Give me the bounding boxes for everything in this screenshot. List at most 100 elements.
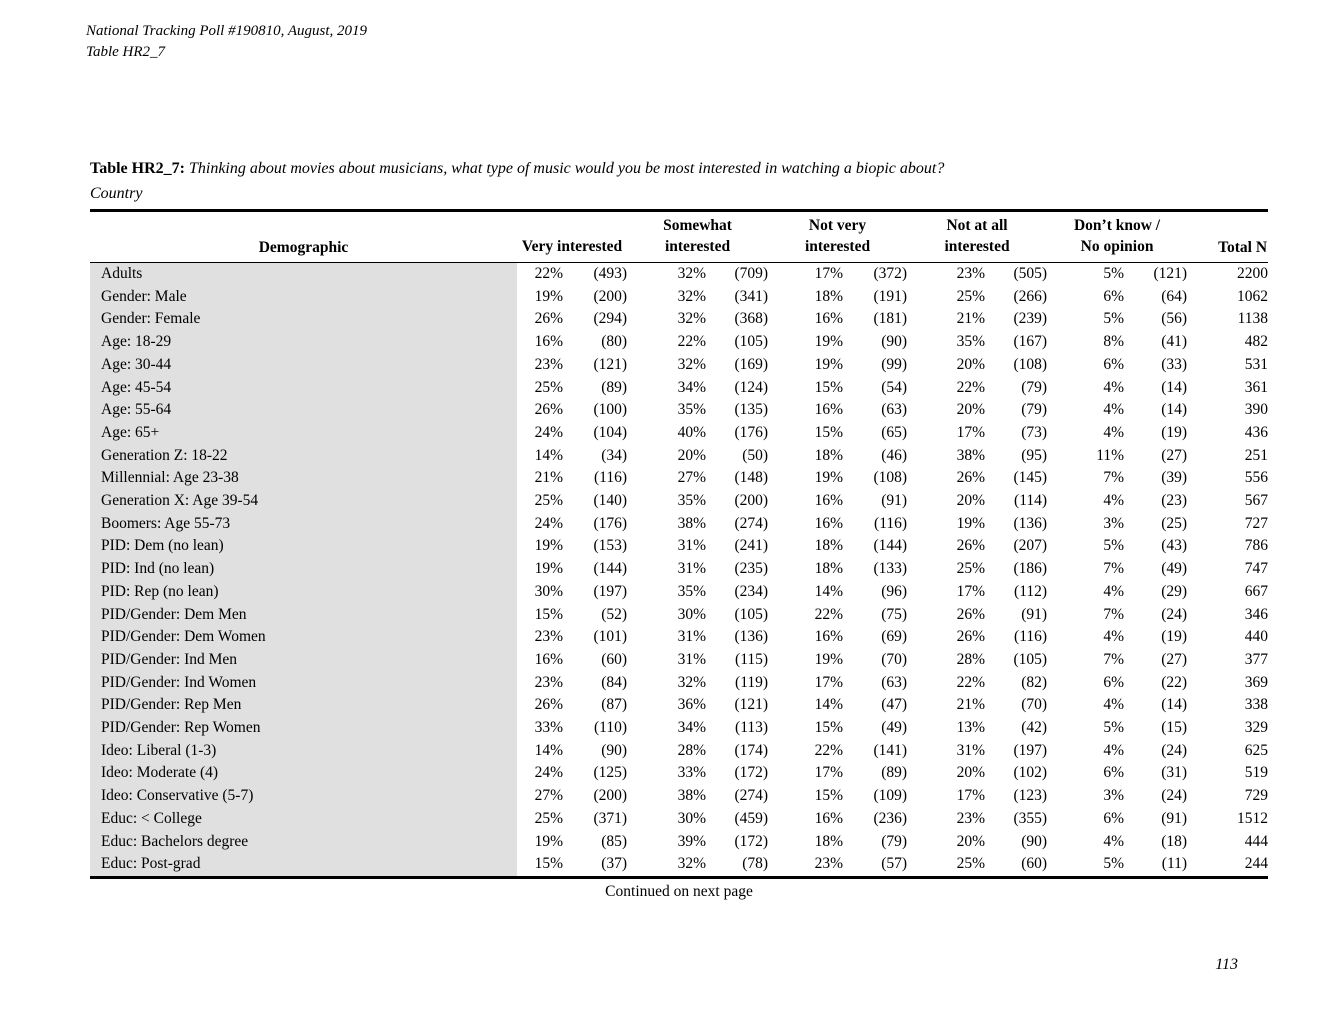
total-n-cell: 1062	[1237, 287, 1269, 305]
total-n-cell: 390	[1244, 401, 1269, 419]
document-header-poll-title: National Tracking Poll #190810, August, …	[86, 23, 367, 39]
total-n-cell: 338	[1244, 696, 1269, 714]
count-cell: (79)	[1021, 401, 1048, 419]
percent-cell: 18%	[814, 832, 844, 850]
percent-cell: 4%	[1103, 423, 1125, 441]
total-n-cell: 482	[1244, 333, 1269, 351]
count-cell: (172)	[734, 832, 769, 850]
header-line2: No opinion	[1080, 238, 1154, 255]
table-row: Age: 30-44 23% (121) 32% (169) 19% (99) 20% (108…	[90, 353, 1268, 377]
count-cell: (167)	[1013, 333, 1048, 351]
count-cell: (90)	[1021, 832, 1048, 850]
row-label-demographic: PID/Gender: Ind Men	[90, 648, 517, 672]
count-cell: (174)	[734, 741, 769, 759]
table-row: Age: 55-64 26% (100) 35% (135) 16% (63) 20% (79)…	[90, 399, 1268, 422]
percent-cell: 16%	[534, 650, 563, 668]
percent-cell: 16%	[814, 809, 844, 827]
header-line2: interested	[664, 238, 731, 255]
total-n-cell: 1512	[1237, 809, 1269, 827]
count-cell: (235)	[734, 560, 769, 578]
percent-cell: 16%	[814, 514, 844, 532]
count-cell: (70)	[881, 650, 908, 668]
percent-cell: 4%	[1103, 832, 1125, 850]
percent-cell: 40%	[677, 423, 707, 441]
percent-cell: 16%	[814, 401, 844, 419]
count-cell: (14)	[1161, 401, 1188, 419]
row-label-demographic: Age: 65+	[90, 421, 517, 445]
table-row: Gender: Male 19% (200) 32% (341) 18% (191) 25% (…	[90, 285, 1269, 309]
table-row: PID/Gender: Dem Women 23% (101) 31% (136) 16%…	[90, 626, 1268, 649]
row-label-demographic: PID: Dem (no lean)	[90, 535, 517, 559]
table-row: Adults 22% (493) 32% (709) 17% (372) 23% (505) 5%…	[90, 262, 1268, 286]
percent-cell: 33%	[534, 719, 563, 737]
percent-cell: 35%	[677, 582, 707, 600]
percent-cell: 17%	[814, 265, 844, 282]
count-cell: (241)	[734, 537, 769, 555]
count-cell: (22)	[1161, 673, 1188, 691]
count-cell: (123)	[1013, 787, 1048, 805]
count-cell: (109)	[873, 787, 908, 805]
row-label-demographic: Gender: Female	[90, 308, 517, 332]
count-cell: (90)	[881, 333, 908, 351]
percent-cell: 31%	[956, 741, 986, 759]
percent-cell: 6%	[1103, 673, 1125, 691]
table-row: Ideo: Conservative (5-7) 27% (200) 38% (274)…	[90, 785, 1268, 808]
count-cell: (105)	[734, 605, 769, 623]
percent-cell: 5%	[1103, 719, 1125, 737]
percent-cell: 19%	[534, 537, 563, 555]
count-cell: (60)	[601, 650, 628, 668]
row-label-demographic: PID/Gender: Rep Women	[90, 717, 517, 740]
page-number: 113	[1215, 956, 1238, 973]
total-n-cell: 786	[1244, 537, 1269, 555]
percent-cell: 32%	[677, 855, 707, 873]
row-label-demographic: PID/Gender: Ind Women	[90, 671, 517, 695]
percent-cell: 22%	[677, 333, 707, 351]
column-header-dont-know-no-opinion: Don’t know / No opinion	[1047, 210, 1188, 263]
table-row: Ideo: Moderate (4) 24% (125) 33% (172) 17% (89…	[90, 762, 1268, 786]
total-n-cell: 1138	[1237, 310, 1269, 328]
count-cell: (341)	[734, 287, 769, 305]
table-title-question-line: Table HR2_7: Thinking about movies about…	[90, 156, 1268, 181]
percent-cell: 35%	[956, 333, 986, 351]
count-cell: (64)	[1161, 287, 1188, 305]
percent-cell: 15%	[814, 423, 844, 441]
header-line2: interested	[804, 238, 871, 255]
percent-cell: 14%	[534, 446, 563, 464]
poll-results-table: Demographic Very interested Somewhat int…	[90, 209, 1269, 879]
count-cell: (11)	[1161, 855, 1188, 873]
count-cell: (19)	[1161, 423, 1188, 441]
percent-cell: 35%	[677, 492, 707, 510]
count-cell: (79)	[881, 832, 908, 850]
table-row: Millennial: Age 23-38 21% (116) 27% (148) 19%…	[90, 467, 1268, 491]
count-cell: (236)	[873, 809, 908, 827]
count-cell: (89)	[601, 378, 628, 396]
count-cell: (136)	[1013, 514, 1048, 532]
count-cell: (266)	[1013, 287, 1048, 305]
column-header-not-at-all-interested: Not at all interested	[907, 210, 1048, 263]
percent-cell: 32%	[677, 673, 707, 691]
count-cell: (121)	[593, 355, 628, 373]
percent-cell: 22%	[534, 265, 563, 282]
percent-cell: 23%	[956, 809, 986, 827]
count-cell: (197)	[593, 582, 628, 600]
count-cell: (60)	[1021, 855, 1048, 873]
percent-cell: 17%	[956, 582, 986, 600]
percent-cell: 23%	[956, 265, 986, 282]
percent-cell: 16%	[534, 333, 563, 351]
row-label-demographic: Educ: Post-grad	[90, 853, 517, 878]
count-cell: (14)	[1161, 378, 1188, 396]
percent-cell: 6%	[1103, 809, 1125, 827]
count-cell: (108)	[1013, 355, 1048, 373]
count-cell: (73)	[1021, 423, 1048, 441]
row-label-demographic: Adults	[90, 262, 517, 286]
count-cell: (372)	[873, 265, 908, 282]
row-label-demographic: Ideo: Conservative (5-7)	[90, 785, 517, 808]
table-row: PID: Ind (no lean) 19% (144) 31% (235) 18% (13…	[90, 558, 1268, 581]
table-row: PID/Gender: Dem Men 15% (52) 30% (105) 22% (75…	[90, 603, 1268, 627]
table-row: PID/Gender: Ind Women 23% (84) 32% (119) 17% (…	[90, 671, 1268, 695]
column-header-somewhat-interested: Somewhat interested	[627, 210, 769, 263]
header-line1: Somewhat	[663, 217, 732, 234]
count-cell: (39)	[1161, 469, 1188, 487]
table-header-row: Demographic Very interested Somewhat int…	[90, 210, 1269, 263]
count-cell: (57)	[881, 855, 908, 873]
